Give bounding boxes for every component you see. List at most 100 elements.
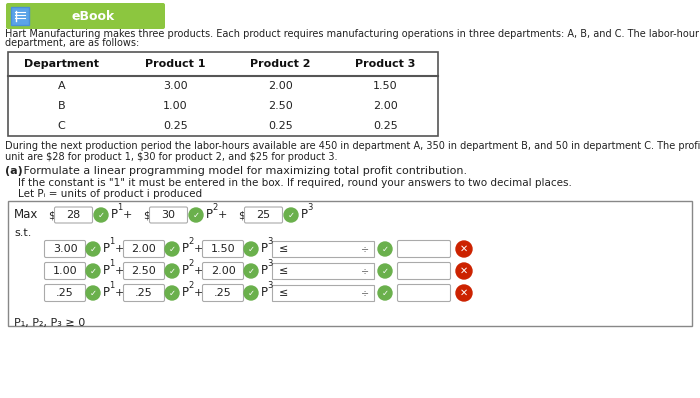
Text: +: + bbox=[194, 266, 204, 276]
Text: Let Pᵢ = units of product i produced: Let Pᵢ = units of product i produced bbox=[5, 189, 202, 199]
Text: 2.00: 2.00 bbox=[132, 244, 156, 254]
Text: Max: Max bbox=[14, 209, 38, 222]
FancyBboxPatch shape bbox=[150, 207, 188, 223]
Text: P: P bbox=[261, 265, 268, 277]
Text: ✓: ✓ bbox=[248, 267, 255, 275]
Circle shape bbox=[86, 264, 100, 278]
Circle shape bbox=[165, 286, 179, 300]
FancyBboxPatch shape bbox=[123, 285, 164, 302]
FancyBboxPatch shape bbox=[123, 240, 164, 258]
Text: A: A bbox=[57, 81, 65, 91]
Text: +: + bbox=[115, 244, 125, 254]
Text: $: $ bbox=[48, 210, 55, 220]
Circle shape bbox=[284, 208, 298, 222]
Text: P: P bbox=[103, 265, 110, 277]
Text: +: + bbox=[194, 244, 204, 254]
Text: 2.00: 2.00 bbox=[268, 81, 293, 91]
Text: 3: 3 bbox=[267, 259, 272, 268]
Text: 30: 30 bbox=[162, 210, 176, 220]
Text: 2.00: 2.00 bbox=[373, 101, 398, 111]
Text: Product 3: Product 3 bbox=[356, 59, 416, 69]
Text: ✓: ✓ bbox=[97, 211, 104, 220]
FancyBboxPatch shape bbox=[6, 3, 165, 29]
Text: ✓: ✓ bbox=[90, 244, 97, 254]
Text: ✓: ✓ bbox=[90, 289, 97, 297]
Text: $: $ bbox=[238, 210, 244, 220]
Circle shape bbox=[165, 242, 179, 256]
FancyBboxPatch shape bbox=[398, 263, 451, 279]
FancyBboxPatch shape bbox=[202, 285, 244, 302]
Text: P: P bbox=[103, 287, 110, 300]
Text: Product 1: Product 1 bbox=[146, 59, 206, 69]
Text: P: P bbox=[182, 242, 189, 256]
Circle shape bbox=[244, 264, 258, 278]
Text: 1: 1 bbox=[109, 259, 114, 268]
Text: 2: 2 bbox=[188, 281, 193, 290]
Text: department, are as follows:: department, are as follows: bbox=[5, 38, 139, 48]
Bar bbox=[8, 201, 692, 326]
Text: 2.00: 2.00 bbox=[211, 266, 235, 276]
Text: ✓: ✓ bbox=[248, 244, 255, 254]
Text: P: P bbox=[261, 287, 268, 300]
Text: 0.25: 0.25 bbox=[163, 121, 188, 131]
Circle shape bbox=[378, 286, 392, 300]
Text: ÷: ÷ bbox=[361, 244, 369, 254]
Text: ✕: ✕ bbox=[460, 265, 468, 275]
Text: 0.25: 0.25 bbox=[373, 121, 398, 131]
Text: P: P bbox=[182, 265, 189, 277]
Circle shape bbox=[244, 286, 258, 300]
Text: 1.00: 1.00 bbox=[163, 101, 188, 111]
Circle shape bbox=[189, 208, 203, 222]
Text: ✓: ✓ bbox=[248, 289, 255, 297]
Text: ✕: ✕ bbox=[460, 287, 468, 297]
Text: P: P bbox=[301, 209, 308, 222]
Text: P: P bbox=[182, 287, 189, 300]
FancyBboxPatch shape bbox=[202, 263, 244, 279]
Circle shape bbox=[378, 242, 392, 256]
Circle shape bbox=[378, 264, 392, 278]
Text: +: + bbox=[115, 266, 125, 276]
Text: .25: .25 bbox=[135, 288, 153, 298]
Text: ≤: ≤ bbox=[279, 266, 288, 276]
Text: ✓: ✓ bbox=[169, 289, 176, 297]
Circle shape bbox=[244, 242, 258, 256]
Text: 3.00: 3.00 bbox=[163, 81, 188, 91]
FancyBboxPatch shape bbox=[55, 207, 92, 223]
Circle shape bbox=[456, 241, 472, 257]
Text: 2: 2 bbox=[188, 237, 193, 246]
Text: 1.50: 1.50 bbox=[211, 244, 235, 254]
Text: (a): (a) bbox=[5, 166, 22, 176]
Text: 28: 28 bbox=[66, 210, 80, 220]
Text: P: P bbox=[111, 209, 118, 222]
Circle shape bbox=[86, 286, 100, 300]
Text: 0.25: 0.25 bbox=[268, 121, 293, 131]
Text: P₁, P₂, P₃ ≥ 0: P₁, P₂, P₃ ≥ 0 bbox=[14, 318, 85, 328]
Text: $: $ bbox=[143, 210, 150, 220]
Text: Department: Department bbox=[24, 59, 99, 69]
Text: ÷: ÷ bbox=[361, 288, 369, 298]
Text: ✓: ✓ bbox=[288, 211, 295, 220]
Text: 1: 1 bbox=[117, 203, 122, 212]
Text: ≤: ≤ bbox=[279, 244, 288, 254]
Text: ÷: ÷ bbox=[361, 266, 369, 276]
Text: 3: 3 bbox=[267, 237, 272, 246]
Text: P: P bbox=[206, 209, 213, 222]
Text: ✓: ✓ bbox=[169, 267, 176, 275]
Text: 2: 2 bbox=[188, 259, 193, 268]
FancyBboxPatch shape bbox=[45, 285, 85, 302]
Text: +: + bbox=[123, 210, 132, 220]
Text: 3.00: 3.00 bbox=[52, 244, 77, 254]
Text: Product 2: Product 2 bbox=[251, 59, 311, 69]
Text: +: + bbox=[218, 210, 228, 220]
Text: ✓: ✓ bbox=[382, 289, 388, 297]
Text: +: + bbox=[115, 288, 125, 298]
Text: 25: 25 bbox=[256, 210, 271, 220]
Text: 1: 1 bbox=[109, 237, 114, 246]
Text: .25: .25 bbox=[214, 288, 232, 298]
Text: B: B bbox=[57, 101, 65, 111]
FancyBboxPatch shape bbox=[123, 263, 164, 279]
Text: 1: 1 bbox=[109, 281, 114, 290]
Text: eBook: eBook bbox=[72, 10, 115, 23]
Circle shape bbox=[94, 208, 108, 222]
Text: +: + bbox=[194, 288, 204, 298]
